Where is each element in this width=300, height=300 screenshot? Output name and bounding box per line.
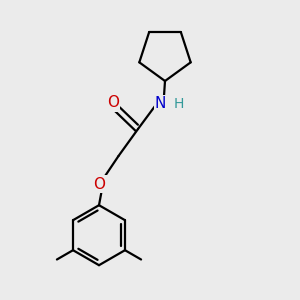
Text: N: N bbox=[155, 96, 166, 111]
Text: O: O bbox=[107, 95, 119, 110]
Text: O: O bbox=[94, 177, 106, 192]
Text: H: H bbox=[174, 97, 184, 110]
